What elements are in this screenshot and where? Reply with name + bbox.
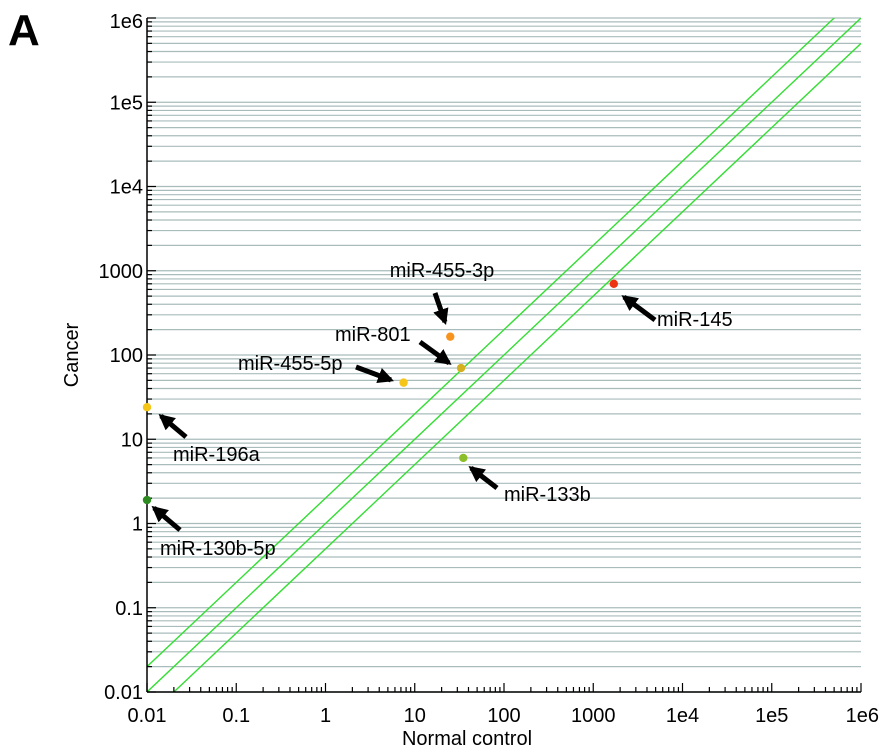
y-tick-label: 1e5 [110, 92, 143, 114]
annotation-label: miR-196a [173, 444, 261, 466]
y-axis-title: Cancer [61, 322, 83, 387]
y-tick-label: 100 [110, 345, 143, 367]
data-point [399, 378, 408, 387]
annotation-arrow [418, 339, 452, 366]
y-tick-label: 1e6 [110, 11, 143, 33]
y-tick-label: 0.1 [115, 598, 143, 620]
x-tick-label: 10 [404, 705, 426, 727]
annotation-label: miR-130b-5p [160, 538, 276, 560]
axes: 0.01 0.1 1 10 100 1000 1e4 1e5 1e6 0.01 0.1 1 10 100 1… [99, 11, 880, 727]
reference-line [147, 18, 836, 668]
y-tick-label: 1 [132, 514, 143, 536]
grid-lines [147, 17, 861, 693]
data-point [142, 403, 152, 412]
annotation-arrow [621, 294, 657, 323]
data-point [609, 279, 619, 289]
x-tick-label: 1000 [571, 705, 616, 727]
annotations: miR-145 miR-455-3p miR-801 miR-455-5p miR-19… [151, 260, 733, 560]
reference-lines [147, 18, 861, 692]
x-tick-label: 1e6 [846, 705, 879, 727]
reference-line [147, 18, 861, 692]
x-tick-label: 0.01 [128, 705, 167, 727]
x-tick-label: 1e4 [666, 705, 699, 727]
x-tick-label: 1 [320, 705, 331, 727]
annotation-label: miR-133b [504, 484, 591, 506]
data-point [142, 495, 152, 505]
panel-label: A [8, 6, 40, 55]
y-tick-label: 0.01 [104, 682, 143, 704]
x-tick-label: 100 [487, 705, 520, 727]
x-tick-label: 0.1 [222, 705, 250, 727]
y-tick-label: 10 [121, 429, 143, 451]
data-points [142, 279, 619, 505]
x-axis-title: Normal control [402, 728, 532, 750]
y-tick-label: 1000 [99, 261, 144, 283]
annotation-arrow [432, 292, 449, 326]
x-tick-label: 1e5 [755, 705, 788, 727]
annotation-arrow [151, 505, 182, 532]
annotation-label: miR-801 [335, 324, 411, 346]
annotation-arrow [468, 466, 499, 490]
data-point [459, 453, 468, 463]
data-point [456, 363, 466, 373]
annotation-arrow [158, 413, 188, 439]
annotation-arrow [355, 364, 394, 384]
y-tick-label: 1e4 [110, 177, 143, 199]
annotation-label: miR-145 [657, 309, 733, 331]
annotation-label: miR-455-3p [390, 260, 494, 282]
annotation-label: miR-455-5p [238, 353, 342, 375]
data-point [446, 332, 455, 341]
reference-line [172, 42, 861, 692]
